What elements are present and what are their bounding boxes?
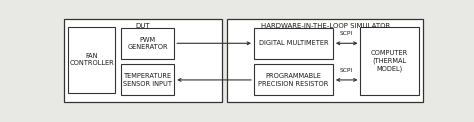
Text: PWM
GENERATOR: PWM GENERATOR	[128, 37, 168, 50]
Text: DUT: DUT	[136, 23, 150, 29]
Text: SCPI: SCPI	[340, 68, 353, 73]
Text: COMPUTER
(THERMAL
MODEL): COMPUTER (THERMAL MODEL)	[371, 50, 408, 72]
Bar	[68, 27, 116, 93]
Bar	[228, 19, 423, 102]
Bar	[121, 28, 174, 59]
Text: HARDWARE-IN-THE-LOOP SIMULATOR: HARDWARE-IN-THE-LOOP SIMULATOR	[261, 23, 390, 29]
Bar	[64, 19, 222, 102]
Bar	[121, 64, 174, 95]
Bar	[360, 27, 419, 95]
Text: PROGRAMMABLE
PRECISION RESISTOR: PROGRAMMABLE PRECISION RESISTOR	[258, 73, 328, 87]
Text: TEMPERATURE
SENSOR INPUT: TEMPERATURE SENSOR INPUT	[123, 73, 172, 87]
Bar	[254, 28, 333, 59]
Text: SCPI: SCPI	[340, 31, 353, 36]
Bar	[254, 64, 333, 95]
Text: FAN
CONTROLLER: FAN CONTROLLER	[69, 53, 114, 66]
Text: DIGITAL MULTIMETER: DIGITAL MULTIMETER	[259, 40, 328, 46]
